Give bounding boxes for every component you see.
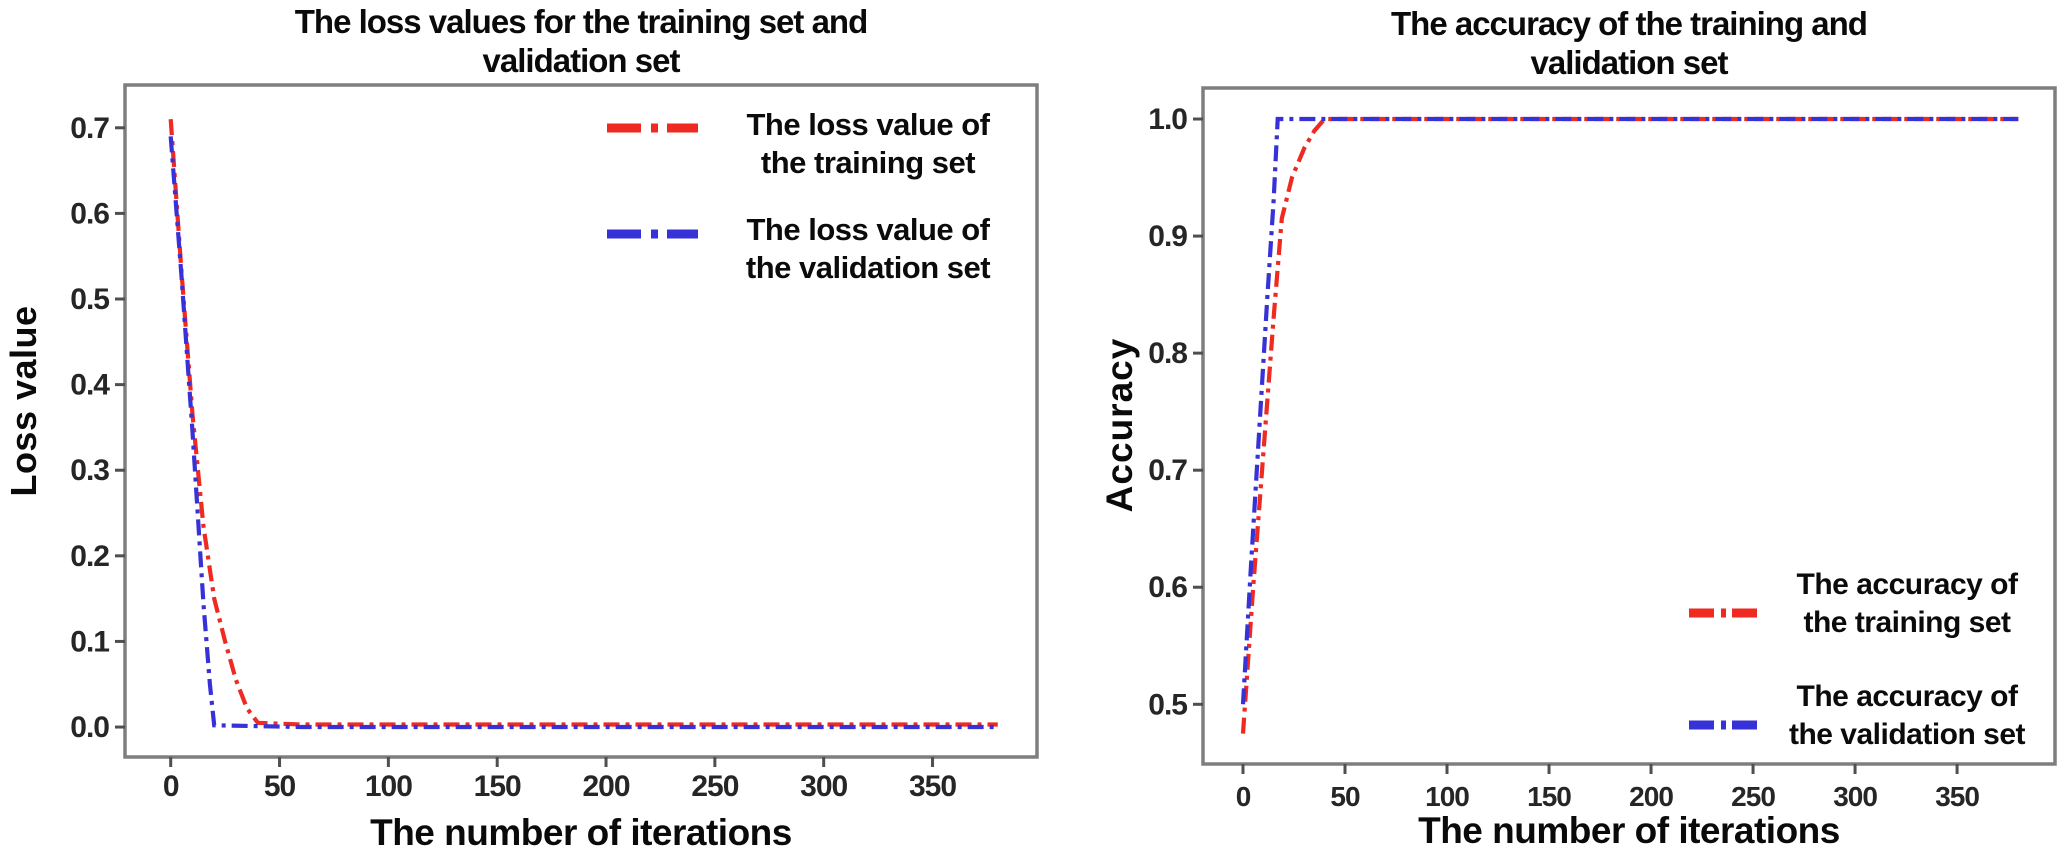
validation-loss-swatch — [607, 229, 698, 239]
plot-border — [1201, 86, 2057, 766]
legend-validation-loss-line2: the validation set — [745, 250, 991, 285]
x-tick-label: 300 — [1833, 781, 1877, 812]
loss-chart-title-line2: validation set — [482, 42, 681, 79]
x-tick-label: 150 — [1527, 781, 1571, 812]
x-tick-label: 50 — [264, 770, 296, 803]
training-loss-swatch — [607, 123, 698, 133]
x-tick-label: 150 — [474, 770, 521, 803]
y-tick-label: 0.5 — [1148, 688, 1187, 721]
legend-validation-accuracy-line1: The accuracy of — [1796, 680, 2018, 713]
legend-item-training-accuracy: The accuracy of the training set — [1772, 566, 2042, 642]
legend-item-validation-accuracy: The accuracy of the validation set — [1772, 678, 2042, 754]
legend-validation-accuracy-line2: the validation set — [1788, 718, 2026, 751]
loss-chart-title-line1: The loss values for the training set and — [294, 3, 868, 40]
loss-x-axis-label: The number of iterations — [370, 812, 792, 853]
x-tick-label: 250 — [1731, 781, 1775, 812]
x-tick-label: 300 — [800, 770, 847, 803]
x-tick-label: 350 — [1935, 781, 1979, 812]
y-tick-label: 0.2 — [70, 540, 109, 573]
x-tick-label: 250 — [691, 770, 738, 803]
legend-validation-loss-line1: The loss value of — [746, 212, 990, 247]
accuracy-chart-title-line2: validation set — [1530, 44, 1729, 81]
x-tick-label: 50 — [1330, 781, 1360, 812]
y-tick-label: 0.0 — [70, 711, 109, 744]
x-tick-label: 100 — [365, 770, 412, 803]
series-line-chart0-0 — [168, 119, 998, 727]
y-tick-label: 0.7 — [1148, 454, 1187, 487]
legend-training-accuracy-line1: The accuracy of — [1796, 568, 2018, 601]
x-tick-label: 350 — [909, 770, 956, 803]
x-tick-label: 200 — [1629, 781, 1673, 812]
y-tick-label: 1.0 — [1148, 103, 1187, 136]
legend-item-validation-loss: The loss value of the validation set — [718, 211, 1018, 287]
y-tick-label: 0.6 — [1148, 571, 1187, 604]
x-tick-label: 200 — [582, 770, 629, 803]
y-tick-label: 0.7 — [70, 112, 109, 145]
x-tick-label: 0 — [163, 770, 179, 803]
series-line-chart1-1 — [1240, 116, 2019, 705]
plot-border — [123, 83, 1039, 759]
y-tick-label: 0.8 — [1148, 337, 1187, 370]
legend-item-training-loss: The loss value of the training set — [718, 106, 1018, 182]
y-tick-label: 0.4 — [70, 369, 110, 402]
y-tick-label: 0.1 — [70, 625, 109, 658]
legend-training-loss-line2: the training set — [760, 145, 976, 180]
y-tick-label: 0.3 — [70, 454, 109, 487]
legend-training-accuracy-line2: the training set — [1803, 606, 2011, 639]
loss-chart-title: The loss values for the training set and… — [125, 2, 1037, 80]
accuracy-chart-title-line1: The accuracy of the training and — [1391, 5, 1868, 42]
y-tick-label: 0.6 — [70, 197, 109, 230]
x-tick-label: 100 — [1425, 781, 1469, 812]
accuracy-chart-title: The accuracy of the training and validat… — [1203, 4, 2055, 82]
legend-training-loss-line1: The loss value of — [746, 107, 990, 142]
accuracy-x-axis-label: The number of iterations — [1418, 810, 1840, 851]
y-tick-label: 0.5 — [70, 283, 109, 316]
series-line-chart0-1 — [168, 136, 998, 730]
y-tick-label: 0.9 — [1148, 220, 1187, 253]
validation-accuracy-swatch — [1689, 720, 1757, 730]
series-line-chart1-0 — [1240, 116, 2019, 734]
x-tick-label: 0 — [1236, 781, 1251, 812]
training-accuracy-swatch — [1689, 608, 1757, 618]
